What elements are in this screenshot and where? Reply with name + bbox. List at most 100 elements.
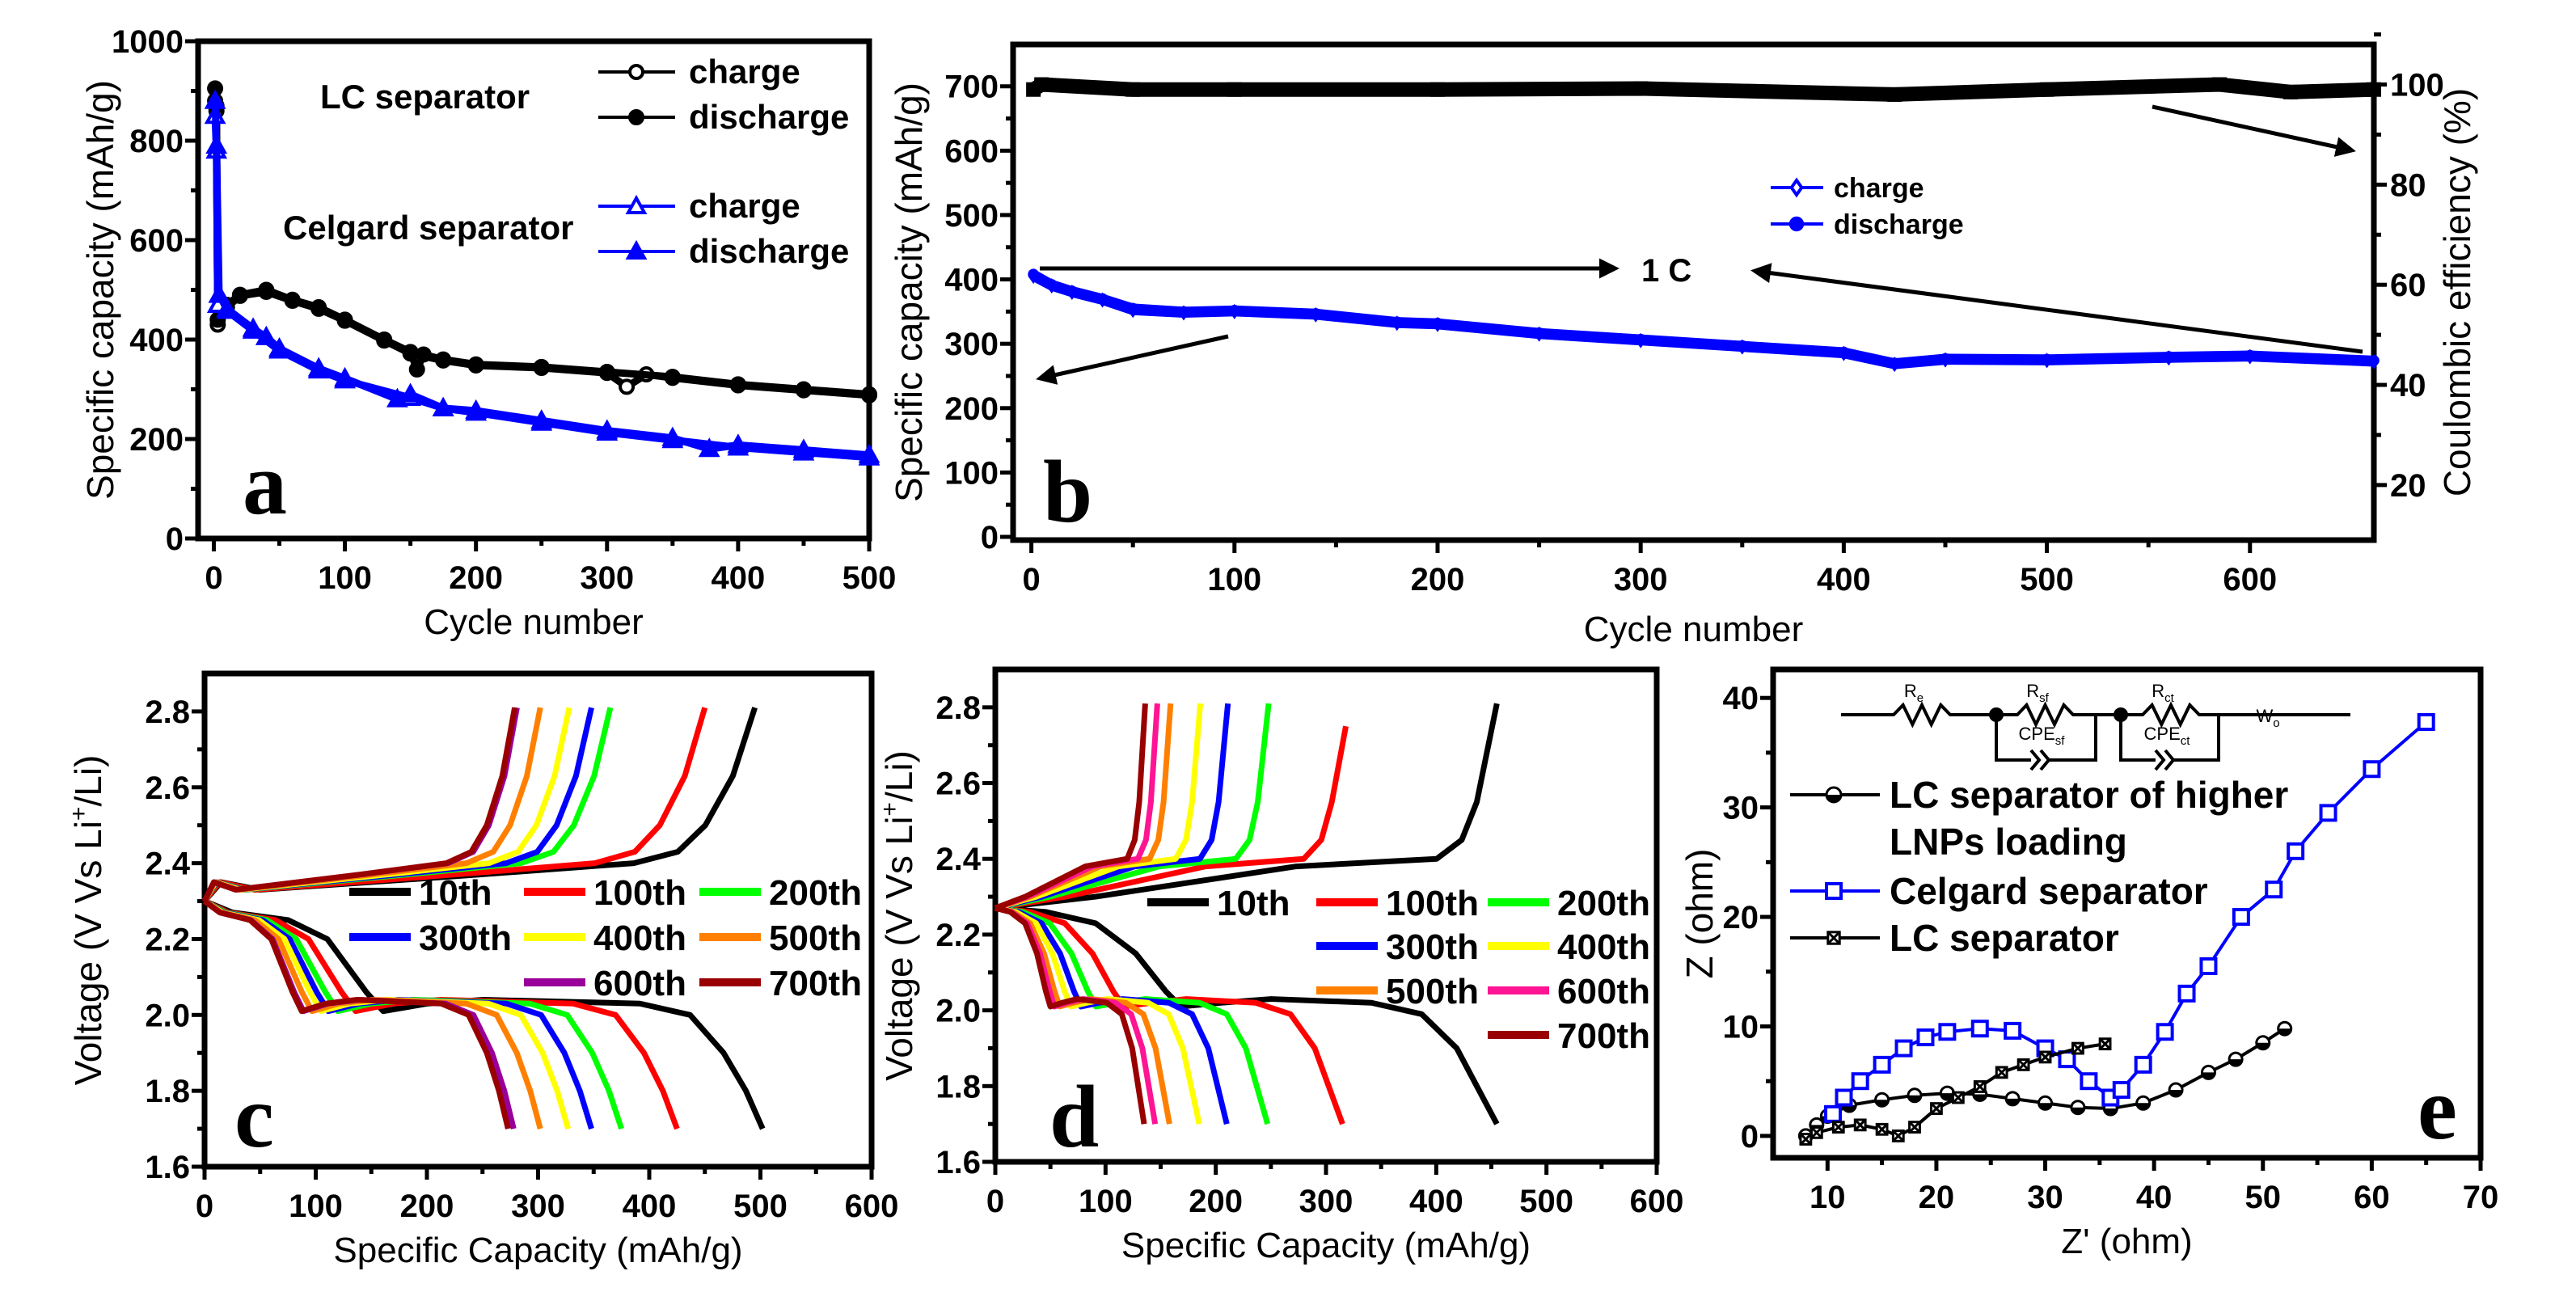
x-tick-label: 400 (712, 560, 766, 596)
marker-half (1843, 1104, 1856, 1112)
data-point (2265, 880, 2283, 899)
legend-item: 600th (524, 964, 686, 1003)
data-point (1227, 82, 1242, 97)
legend-item: charge (598, 53, 800, 91)
y-tick-label: 500 (944, 198, 999, 234)
x-tick-label: 600 (845, 1189, 899, 1224)
data-point (2004, 1021, 2022, 1040)
legend-label: 300th (419, 918, 512, 958)
equivalent-circuit: Re Rsf Rct CPEsf CPEct Wo (1841, 681, 2350, 771)
legend-label: 700th (769, 964, 862, 1003)
group-label-lc: LC separator (320, 78, 530, 116)
data-point (255, 325, 277, 345)
legend-item: 200th (1488, 884, 1650, 923)
y-tick-label: 2.2 (145, 922, 190, 957)
x-tick-label: 0 (1022, 562, 1040, 597)
data-point (2244, 349, 2256, 361)
data-point (1889, 357, 1900, 369)
y-tick-label: 2.4 (935, 842, 981, 877)
y-tick-label: 0 (1741, 1119, 1759, 1155)
data-point (415, 346, 432, 363)
data-point (1633, 81, 1649, 96)
y-axis-label: Voltage (V Vs Li+/Li) (876, 750, 920, 1081)
x-tick-label: 300 (1614, 562, 1668, 597)
data-point (1229, 304, 1240, 316)
marker-cross (1892, 1130, 1905, 1142)
panel-letter: e (2418, 1059, 2457, 1158)
data-point (216, 297, 239, 317)
x-tick-label: 0 (205, 560, 222, 596)
data-point (465, 399, 488, 419)
data-point (1432, 317, 1443, 329)
marker-half (2169, 1090, 2183, 1097)
data-point (792, 438, 815, 458)
data-point (432, 396, 454, 416)
panel-letter: a (243, 434, 287, 533)
marker-half (2104, 1108, 2118, 1116)
rate-annotation: 1 C (1641, 253, 1691, 289)
data-point (2112, 1081, 2130, 1100)
data-point (1940, 353, 1951, 365)
y-tick-label: 200 (129, 422, 184, 458)
x-tick-label: 300 (511, 1189, 565, 1224)
marker-cross (1810, 1126, 1823, 1139)
legend-label: discharge (1834, 209, 1964, 240)
marker-half (2038, 1103, 2052, 1110)
legend-item: Celgard separator (1790, 870, 2208, 912)
legend-label: charge (689, 187, 800, 225)
legend-label: 400th (1557, 927, 1650, 967)
y-tick-label: 700 (944, 70, 999, 105)
panel-letter: c (234, 1067, 274, 1166)
legend-label: 10th (1217, 884, 1290, 923)
data-point (2232, 908, 2250, 927)
circuit-wire (1841, 701, 2350, 728)
marker-half (2229, 1059, 2243, 1066)
series-line (211, 116, 870, 462)
y-tick-label: 600 (129, 223, 184, 259)
legend-label: 500th (769, 918, 862, 958)
legend-label: discharge (689, 232, 849, 270)
data-point (402, 344, 419, 361)
marker-cross (1826, 931, 1841, 945)
data-point (467, 356, 484, 373)
marker-cross (2071, 1042, 2084, 1055)
legend-item: 400th (524, 918, 686, 958)
data-point (858, 443, 880, 463)
y-tick-label: 2.6 (935, 766, 981, 802)
data-point (2177, 984, 2196, 1003)
circuit-label: Rct (2152, 681, 2174, 705)
legend-label: 200th (769, 873, 862, 913)
data-point (1034, 77, 1049, 92)
data-point (729, 376, 746, 393)
data-point (242, 317, 264, 337)
legend-label: LC separator (1890, 917, 2119, 959)
y-right-tick-label: 80 (2390, 167, 2426, 203)
discharge-curve (995, 905, 1147, 1125)
cycle-400th (201, 707, 572, 1130)
x-tick-label: 200 (1189, 1184, 1243, 1219)
data-point (435, 351, 452, 368)
legend-label: 400th (593, 918, 686, 958)
marker-half (2202, 1072, 2215, 1079)
data-point (231, 286, 248, 303)
y-tick-label: 30 (1723, 791, 1759, 826)
y-right-tick-label: 60 (2390, 268, 2426, 303)
marker-half (1940, 1093, 1954, 1100)
y-tick-label: 1.6 (145, 1150, 190, 1185)
charge-curve (995, 703, 1500, 911)
panel-a: 0 100 200 300 400 500 0 200 400 600 800 1000 Cycle n… (79, 24, 896, 642)
y-tick-label: 300 (944, 327, 999, 362)
x-tick-label: 600 (2223, 562, 2277, 597)
y-tick-label: 1.8 (935, 1069, 981, 1104)
legend-item: LC separator of higher LNPs loading (1790, 774, 2288, 863)
legend-label: 100th (1386, 884, 1479, 923)
circuit-label: CPEct (2144, 724, 2191, 748)
data-point (1887, 87, 1902, 102)
panel-b: 0 100 200 300 400 500 600 0 100 200 300 400 500 600 70… (888, 32, 2478, 649)
cpe-symbol (2029, 749, 2176, 771)
legend-item: discharge (598, 98, 849, 136)
data-point (625, 194, 648, 214)
legend-item: 10th (349, 873, 492, 913)
panel-e: 10 20 30 40 50 60 70 0 10 20 30 40 Z' (ohm) e Z (ohm) L… (1679, 666, 2498, 1261)
data-point (284, 291, 301, 308)
